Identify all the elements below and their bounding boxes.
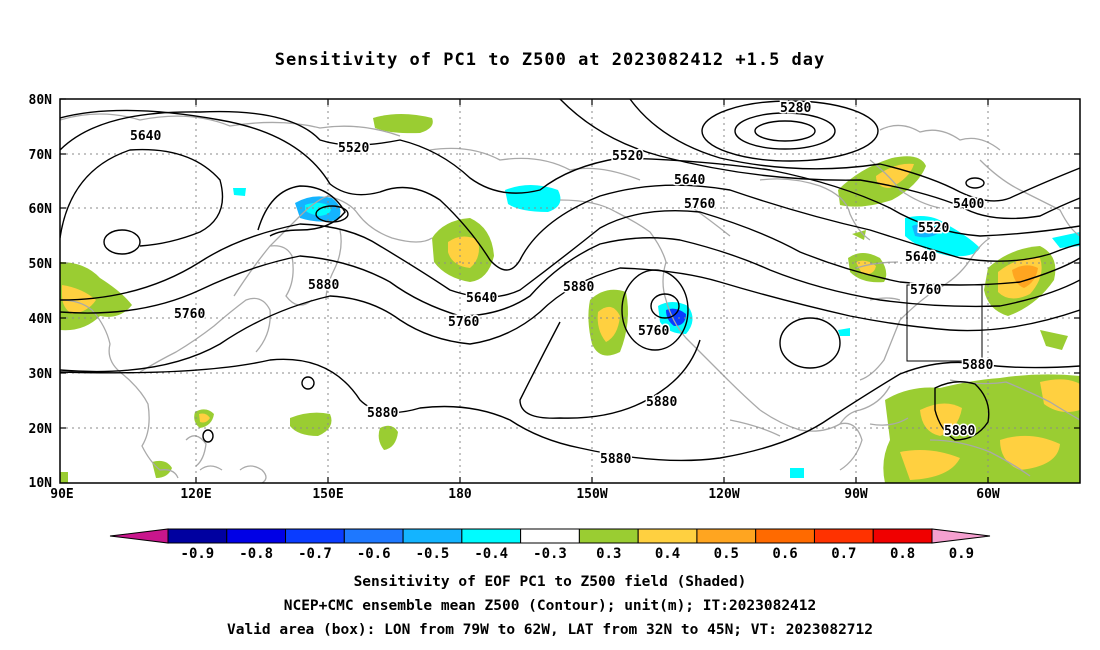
- colorbar-label: 0.3: [596, 546, 621, 562]
- lat-label: 50N: [29, 257, 53, 272]
- colorbar-label: -0.5: [416, 546, 450, 562]
- colorbar: [109, 528, 991, 544]
- contour-label: 5640: [674, 173, 705, 188]
- colorbar-label: 0.9: [949, 546, 974, 562]
- colorbar-low-triangle: [109, 528, 169, 544]
- colorbar-swatch: [755, 528, 815, 544]
- colorbar-swatch: [167, 528, 228, 544]
- contour-label: 5640: [905, 250, 936, 265]
- lon-labels: 90E 120E 150E 180 150W 120W 90W 60W: [50, 487, 1000, 502]
- colorbar-label: -0.7: [298, 546, 332, 562]
- graticule: [60, 99, 1080, 483]
- contour-label: 5640: [466, 291, 497, 306]
- colorbar-swatch: [402, 528, 463, 544]
- colorbar-label: 0.4: [655, 546, 680, 562]
- contour-label: 5880: [646, 395, 677, 410]
- contour-label: 5880: [600, 452, 631, 467]
- colorbar-swatch: [872, 528, 933, 544]
- lon-label: 90E: [50, 487, 73, 502]
- caption-line-2: NCEP+CMC ensemble mean Z500 (Contour); u…: [283, 598, 817, 614]
- contour-label: 5760: [684, 197, 715, 212]
- contour-label: 5760: [638, 324, 669, 339]
- colorbar-high-triangle: [931, 528, 991, 544]
- contour-label: 5520: [918, 221, 949, 236]
- lat-label: 70N: [29, 148, 53, 163]
- lat-label: 60N: [29, 202, 53, 217]
- contour-label: 5880: [962, 358, 993, 373]
- contour-label: 5640: [130, 129, 161, 144]
- contour-label: 5520: [338, 141, 369, 156]
- contour-label: 5880: [308, 278, 339, 293]
- colorbar-label: -0.3: [533, 546, 567, 562]
- lon-label: 90W: [844, 487, 868, 502]
- lon-label: 150E: [312, 487, 343, 502]
- colorbar-label: -0.6: [357, 546, 391, 562]
- lon-label: 120E: [180, 487, 211, 502]
- colorbar-swatch: [637, 528, 698, 544]
- contour-labels: 5280 5400 5520 5520 5520 5640 5640 5640 …: [129, 100, 995, 469]
- colorbar-swatch: [285, 528, 345, 544]
- colorbar-swatch: [343, 528, 404, 544]
- caption-line-1: Sensitivity of EOF PC1 to Z500 field (Sh…: [353, 574, 747, 590]
- colorbar-swatch: [813, 528, 874, 544]
- map-title: Sensitivity of PC1 to Z500 at 2023082412…: [274, 50, 826, 70]
- lat-label: 20N: [29, 422, 53, 437]
- colorbar-label: 0.6: [772, 546, 797, 562]
- caption-line-3: Valid area (box): LON from 79W to 62W, L…: [226, 622, 873, 638]
- lon-label: 180: [448, 487, 472, 502]
- colorbar-swatch: [461, 528, 522, 544]
- colorbar-swatch: [578, 528, 639, 544]
- lat-label: 80N: [29, 93, 53, 108]
- contour-label: 5880: [367, 406, 398, 421]
- colorbar-swatch: [696, 528, 757, 544]
- contour-label: 5880: [563, 280, 594, 295]
- colorbar-label: 0.5: [714, 546, 739, 562]
- colorbar-label: -0.4: [474, 546, 508, 562]
- colorbar-label: 0.7: [831, 546, 856, 562]
- lon-label: 60W: [976, 487, 1000, 502]
- contour-label: 5400: [953, 197, 984, 212]
- colorbar-label: 0.8: [890, 546, 915, 562]
- shade-north-atlantic-land: [373, 114, 433, 134]
- contour-label: 5280: [780, 101, 811, 116]
- colorbar-label: -0.9: [181, 546, 215, 562]
- valid-area-box: [906, 284, 983, 362]
- lat-labels: 80N 70N 60N 50N 40N 30N 20N 10N: [29, 93, 53, 491]
- lon-label: 120W: [708, 487, 739, 502]
- lat-label: 40N: [29, 312, 53, 327]
- contour-label: 5880: [944, 424, 975, 439]
- contour-label: 5760: [910, 283, 941, 298]
- plot-frame: [59, 98, 1081, 484]
- contour-label: 5760: [174, 307, 205, 322]
- colorbar-swatch: [226, 528, 287, 544]
- colorbar-label: -0.8: [239, 546, 273, 562]
- colorbar-swatch: [520, 528, 580, 544]
- lat-label: 10N: [29, 476, 53, 491]
- contour-label: 5760: [448, 315, 479, 330]
- lat-label: 30N: [29, 367, 53, 382]
- colorbar-labels: -0.9 -0.8 -0.7 -0.6 -0.5 -0.4 -0.3 0.3 0.4 0.5 0.6…: [181, 546, 975, 562]
- axis-ticks: [60, 98, 1080, 483]
- contour-label: 5520: [612, 149, 643, 164]
- z500-contours: [60, 99, 1080, 462]
- lon-label: 150W: [576, 487, 607, 502]
